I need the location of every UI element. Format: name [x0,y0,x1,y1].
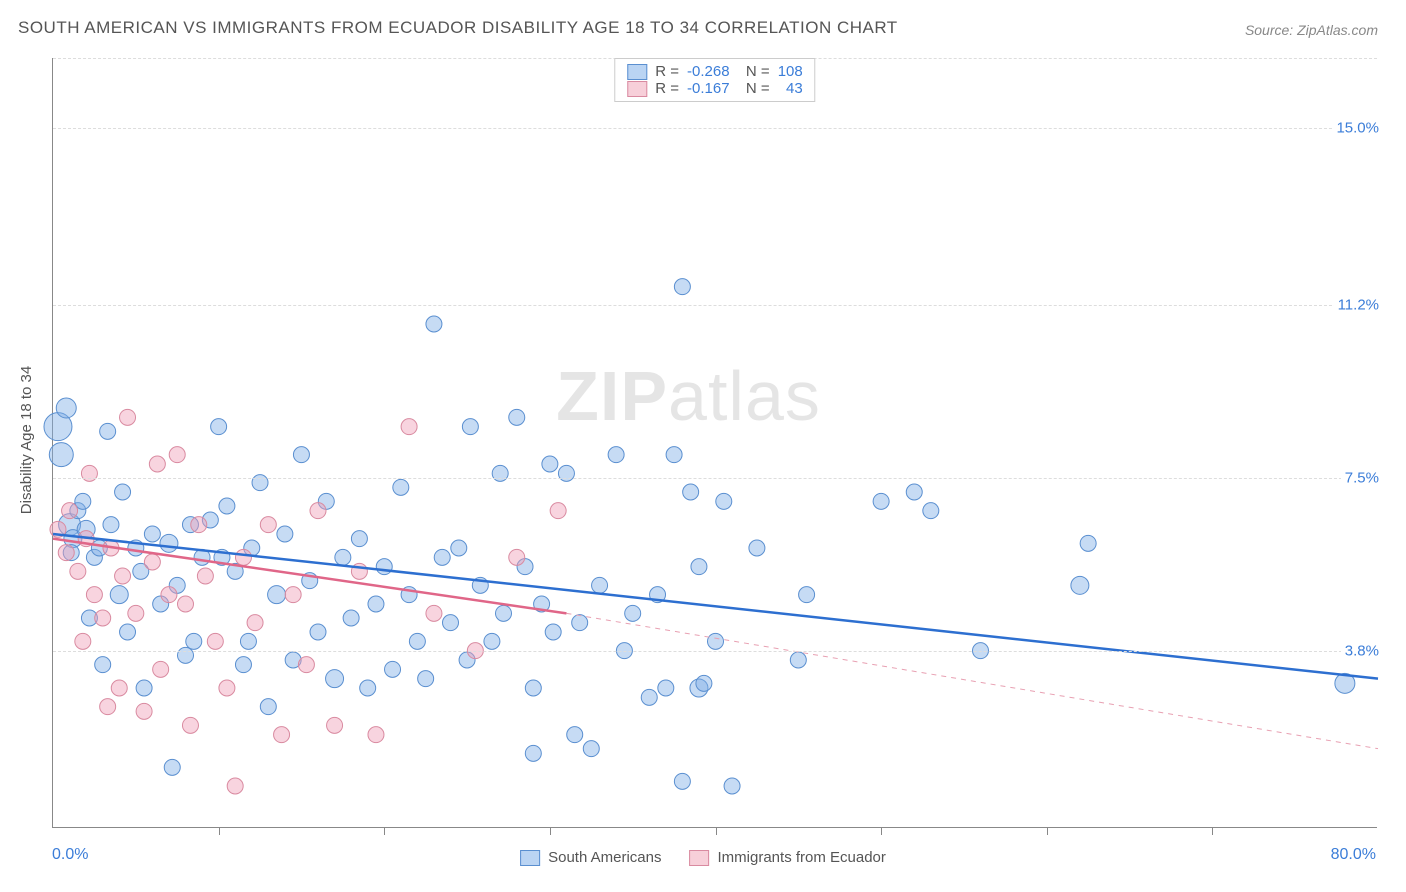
n-label: N = [738,80,770,97]
y-tick-label: 3.8% [1341,642,1379,659]
chart-title: SOUTH AMERICAN VS IMMIGRANTS FROM ECUADO… [18,18,898,38]
legend-label-blue: South Americans [548,849,661,866]
x-axis-max-label: 80.0% [1331,846,1376,864]
r-value-pink: -0.167 [687,80,730,97]
r-label: R = [655,63,679,80]
legend-row-blue: R = -0.268 N = 108 [627,63,802,80]
x-axis-min-label: 0.0% [52,846,88,864]
y-tick-label: 11.2% [1334,297,1379,314]
source-attribution: Source: ZipAtlas.com [1245,22,1378,38]
n-value-blue: 108 [778,63,803,80]
chart-svg [53,58,1377,827]
swatch-blue-icon [520,850,540,866]
series-legend: South Americans Immigrants from Ecuador [520,849,886,866]
r-label: R = [655,80,679,97]
plot-area: R = -0.268 N = 108 R = -0.167 N = 43 ZIP… [52,58,1377,828]
legend-label-pink: Immigrants from Ecuador [718,849,886,866]
n-value-pink: 43 [778,80,803,97]
swatch-pink-icon [627,81,647,97]
legend-item-blue: South Americans [520,849,661,866]
legend-item-pink: Immigrants from Ecuador [690,849,886,866]
y-axis-label: Disability Age 18 to 34 [18,366,35,514]
correlation-legend: R = -0.268 N = 108 R = -0.167 N = 43 [614,58,815,102]
y-tick-label: 7.5% [1341,470,1379,487]
n-label: N = [738,63,770,80]
swatch-blue-icon [627,64,647,80]
r-value-blue: -0.268 [687,63,730,80]
legend-row-pink: R = -0.167 N = 43 [627,80,802,97]
swatch-pink-icon [690,850,710,866]
y-tick-label: 15.0% [1332,120,1379,137]
